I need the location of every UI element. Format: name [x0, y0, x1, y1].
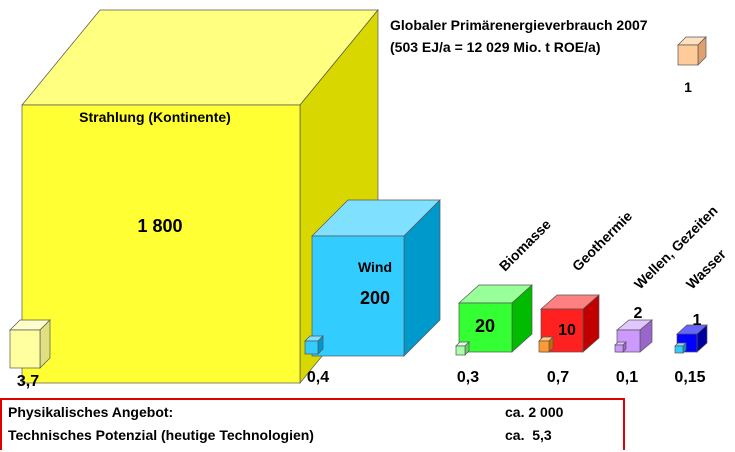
header-line2: (503 EJ/a = 12 029 Mio. t ROE/a) [390, 39, 601, 55]
physical-value: 2 [634, 305, 643, 322]
cube-front [614, 344, 624, 353]
reference-value: 1 [684, 79, 692, 95]
cube-front [674, 345, 684, 354]
technical-value: 0,1 [616, 369, 638, 386]
source-name: Strahlung (Kontinente) [79, 109, 231, 125]
source-name: Wasser [683, 246, 730, 293]
technical-value: 3,7 [17, 373, 39, 390]
summary-label: Physikalisches Angebot: [8, 404, 174, 420]
summary-value: ca. 5,3 [505, 427, 552, 443]
cube-front [455, 345, 466, 356]
physical-value: 10 [558, 322, 576, 339]
cube-front [21, 104, 301, 384]
summary-label: Technisches Potenzial (heutige Technolog… [8, 427, 314, 443]
cube-front [677, 44, 699, 66]
header-line1: Globaler Primärenergieverbrauch 2007 [390, 17, 648, 33]
technical-value: 0,15 [674, 369, 705, 386]
technical-value: 0,3 [457, 369, 479, 386]
cube-front [9, 329, 41, 369]
summary-box [0, 398, 625, 450]
physical-value: 200 [360, 288, 390, 308]
technical-value: 0,7 [547, 369, 569, 386]
summary-value: ca. 2 000 [505, 404, 564, 420]
source-name: Biomasse [496, 216, 554, 274]
physical-value: 20 [475, 316, 495, 336]
cube-front [311, 235, 405, 357]
source-name: Geothermie [569, 208, 635, 274]
cube-front [304, 340, 319, 355]
physical-value: 1 [693, 312, 702, 329]
source-name: Wind [358, 259, 392, 275]
cube-front [538, 340, 550, 353]
technical-value: 0,4 [307, 369, 329, 386]
physical-value: 1 800 [137, 216, 182, 236]
